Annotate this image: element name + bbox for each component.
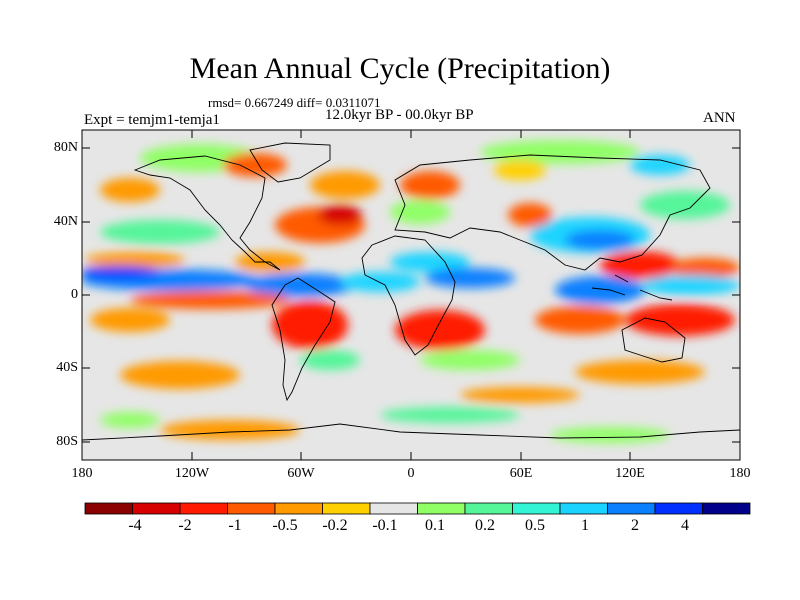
colorbar-swatch bbox=[417, 502, 466, 515]
coast-south-america bbox=[271, 277, 336, 402]
colorbar-swatch bbox=[369, 502, 418, 515]
colorbar-label: 4 bbox=[681, 517, 689, 534]
lon-label-0: 0 bbox=[407, 466, 415, 481]
colorbar-swatch bbox=[132, 502, 181, 515]
lat-label-40n: 40N bbox=[53, 214, 78, 229]
lon-label-60e: 60E bbox=[509, 466, 533, 481]
lat-label-0: 0 bbox=[71, 287, 78, 302]
colorbar-label: -0.1 bbox=[372, 517, 398, 534]
plot-title: Mean Annual Cycle (Precipitation) bbox=[189, 52, 611, 85]
experiment-label: Expt = temjm1-temja1 bbox=[84, 112, 220, 128]
colorbar-label: -0.5 bbox=[272, 517, 298, 534]
period-label: 12.0kyr BP - 00.0kyr BP bbox=[325, 107, 474, 123]
coast-north-america bbox=[133, 155, 281, 271]
colorbar-swatch bbox=[607, 502, 656, 515]
coastlines bbox=[82, 142, 740, 441]
colorbar-swatch bbox=[654, 502, 703, 515]
lon-label-120w: 120W bbox=[174, 466, 210, 481]
lon-label-180w: 180 bbox=[71, 466, 93, 481]
coast-greenland bbox=[249, 142, 331, 183]
coast-eurasia bbox=[394, 154, 711, 271]
lon-label-180e: 180 bbox=[729, 466, 751, 481]
coast-maritime-continent bbox=[591, 274, 673, 301]
colorbar-label: -4 bbox=[128, 517, 142, 534]
colorbar-swatch bbox=[227, 502, 276, 515]
colorbar bbox=[84, 502, 751, 515]
colorbar-swatch bbox=[702, 502, 751, 515]
coast-africa bbox=[361, 235, 456, 356]
lat-label-40s: 40S bbox=[56, 360, 78, 375]
colorbar-label: -0.2 bbox=[322, 517, 348, 534]
coast-antarctica bbox=[82, 423, 740, 441]
colorbar-swatch bbox=[84, 502, 133, 515]
colorbar-swatch bbox=[179, 502, 228, 515]
axis-ticks bbox=[81, 130, 741, 460]
stats-label: rmsd= 0.667249 diff= 0.0311071 bbox=[208, 95, 381, 110]
lat-label-80n: 80N bbox=[53, 140, 78, 155]
coast-australia bbox=[621, 317, 686, 363]
colorbar-label: 1 bbox=[581, 517, 589, 534]
colorbar-label: 2 bbox=[631, 517, 639, 534]
colorbar-swatch bbox=[274, 502, 323, 515]
colorbar-label: 0.5 bbox=[525, 517, 545, 534]
colorbar-label: -2 bbox=[178, 517, 192, 534]
colorbar-swatch bbox=[464, 502, 513, 515]
colorbar-swatch bbox=[559, 502, 608, 515]
colorbar-label: 0.2 bbox=[475, 517, 495, 534]
lon-label-120e: 120E bbox=[615, 466, 645, 481]
lat-label-80s: 80S bbox=[56, 434, 78, 449]
precip-anomaly-field bbox=[82, 130, 740, 460]
season-label: ANN bbox=[703, 110, 736, 126]
lon-label-60w: 60W bbox=[287, 466, 315, 481]
colorbar-label: -1 bbox=[228, 517, 242, 534]
colorbar-swatch bbox=[512, 502, 561, 515]
colorbar-label: 0.1 bbox=[425, 517, 445, 534]
colorbar-swatch bbox=[322, 502, 371, 515]
